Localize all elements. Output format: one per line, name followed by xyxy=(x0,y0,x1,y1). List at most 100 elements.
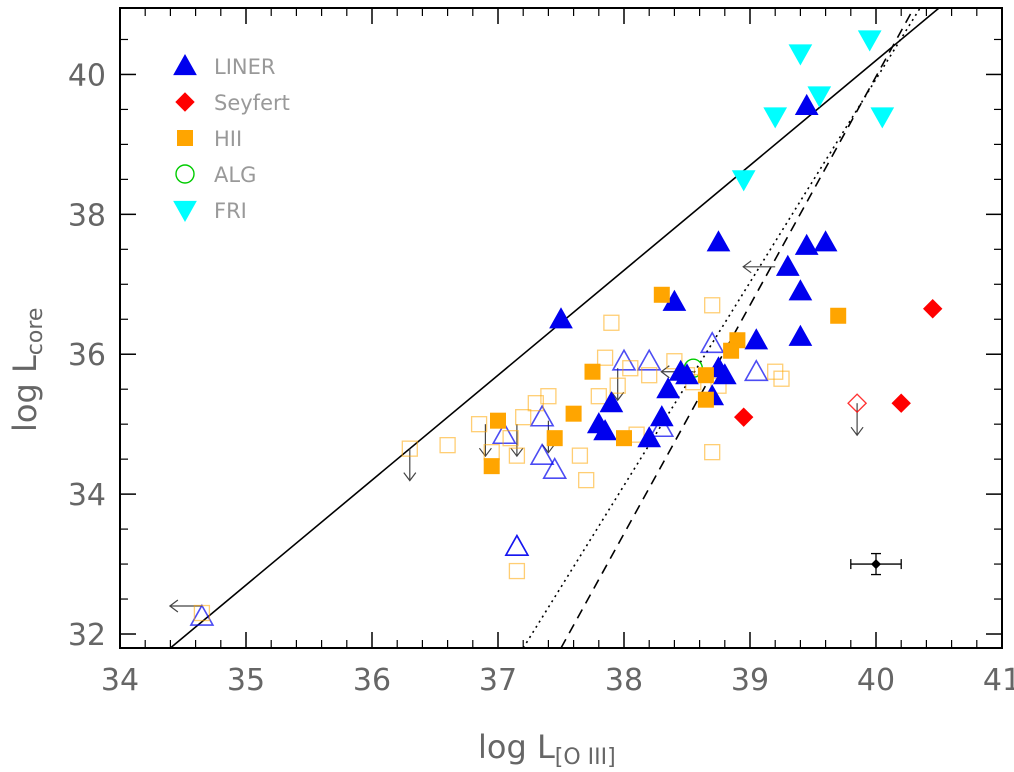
fri-point xyxy=(807,86,832,108)
arrow-head xyxy=(478,447,492,458)
legend-label-alg: ALG xyxy=(214,163,256,187)
hii-point xyxy=(483,458,500,475)
x-axis-title-sub: [O III] xyxy=(555,745,616,770)
liner-point xyxy=(794,233,819,255)
fri-point xyxy=(731,170,756,192)
seyfert-point xyxy=(733,407,754,427)
liner-point xyxy=(813,230,838,252)
legend-marker-liner xyxy=(173,53,197,76)
y-tick-label: 34 xyxy=(68,478,106,513)
hii-point xyxy=(830,307,847,324)
error-bar-point xyxy=(871,559,881,570)
liner-open-point xyxy=(611,348,637,371)
hii-open-point xyxy=(704,297,721,314)
data-points xyxy=(189,30,943,626)
legend-label-seyfert: Seyfert xyxy=(214,91,290,115)
liner-open-point xyxy=(529,443,555,466)
x-axis-title-main: log L xyxy=(478,728,555,766)
liner-point xyxy=(599,391,624,413)
hii-open-point xyxy=(773,370,790,387)
liner-point xyxy=(794,93,819,116)
hii-open-point xyxy=(622,360,639,377)
liner-point xyxy=(744,328,769,350)
dashed-fit-line xyxy=(560,8,915,648)
legend-item-seyfert: Seyfert xyxy=(175,91,290,115)
hii-open-point xyxy=(590,388,607,405)
hii-point xyxy=(616,430,632,447)
hii-open-point xyxy=(609,377,626,394)
arrow-head xyxy=(611,391,625,402)
y-tick-label: 36 xyxy=(68,338,106,373)
y-tick-label: 32 xyxy=(68,618,106,653)
legend-label-fri: FRI xyxy=(214,199,247,223)
plot-frame xyxy=(119,7,1003,649)
upper-limit-arrows xyxy=(168,260,864,613)
legend-item-fri: FRI xyxy=(173,199,247,223)
liner-point xyxy=(549,307,573,329)
hii-open-point xyxy=(508,447,526,464)
error-bar xyxy=(850,552,902,576)
liner-point xyxy=(775,254,800,276)
legend-item-hii: HII xyxy=(177,127,242,151)
legend-label-hii: HII xyxy=(214,127,242,151)
y-axis-title-main: log L xyxy=(6,355,44,432)
hii-open-point xyxy=(578,471,595,489)
hii-open-point xyxy=(502,430,519,447)
hii-point xyxy=(697,391,714,408)
hii-open-point xyxy=(401,440,418,457)
hii-open-point xyxy=(470,416,488,433)
liner-point xyxy=(712,363,737,385)
liner-point xyxy=(788,324,813,346)
liner-open-point xyxy=(189,603,215,626)
legend-label-liner: LINER xyxy=(214,55,275,79)
upper-limit-arrow xyxy=(611,368,625,402)
upper-limit-arrow xyxy=(850,403,864,437)
upper-limit-arrow xyxy=(742,260,776,274)
y-axis-title: log Lcore xyxy=(6,308,48,432)
legend: LINER Seyfert HII ALG FRI xyxy=(173,53,290,223)
x-tick-label: 35 xyxy=(227,663,265,698)
liner-point xyxy=(637,426,662,448)
legend-marker-alg xyxy=(175,164,195,184)
seyfert-point xyxy=(891,393,911,413)
liner-point xyxy=(788,279,813,301)
liner-open-point xyxy=(491,422,517,445)
seyfert-open-point xyxy=(847,393,868,414)
hii-open-point xyxy=(704,444,721,461)
hii-point xyxy=(490,412,506,429)
x-tick-label: 39 xyxy=(731,663,769,698)
fri-point xyxy=(870,107,895,129)
hii-open-point xyxy=(439,437,456,454)
liner-open-point xyxy=(504,533,530,556)
arrow-head xyxy=(850,426,864,437)
liner-open-point xyxy=(542,457,568,480)
arrow-head xyxy=(403,472,417,482)
legend-item-liner: LINER xyxy=(173,53,275,79)
liner-open-point xyxy=(636,348,662,371)
y-tick-label: 40 xyxy=(68,58,106,93)
upper-limit-arrow xyxy=(403,448,417,482)
fri-point xyxy=(763,107,788,129)
x-tick-label: 38 xyxy=(605,663,643,698)
liner-point xyxy=(649,405,674,427)
x-axis-title: log L[O III] xyxy=(478,728,616,770)
axes: 34 35 36 37 38 39 40 41 32 34 36 38 40 xyxy=(68,7,1014,698)
hii-open-point xyxy=(641,367,658,384)
x-tick-label: 36 xyxy=(353,663,391,698)
legend-item-alg: ALG xyxy=(175,163,256,187)
arrow-head xyxy=(742,260,752,274)
hii-point xyxy=(653,286,670,303)
upper-limit-arrow xyxy=(478,424,492,458)
hii-open-point xyxy=(508,562,526,580)
fri-point xyxy=(857,30,882,52)
arrow-head xyxy=(168,599,179,613)
hii-open-point xyxy=(666,353,683,370)
liner-open-point xyxy=(743,359,769,382)
fri-point xyxy=(788,44,813,66)
hii-point xyxy=(723,342,740,359)
x-tick-label: 37 xyxy=(479,663,517,698)
hii-open-point xyxy=(193,604,211,622)
legend-marker-seyfert xyxy=(175,92,195,112)
